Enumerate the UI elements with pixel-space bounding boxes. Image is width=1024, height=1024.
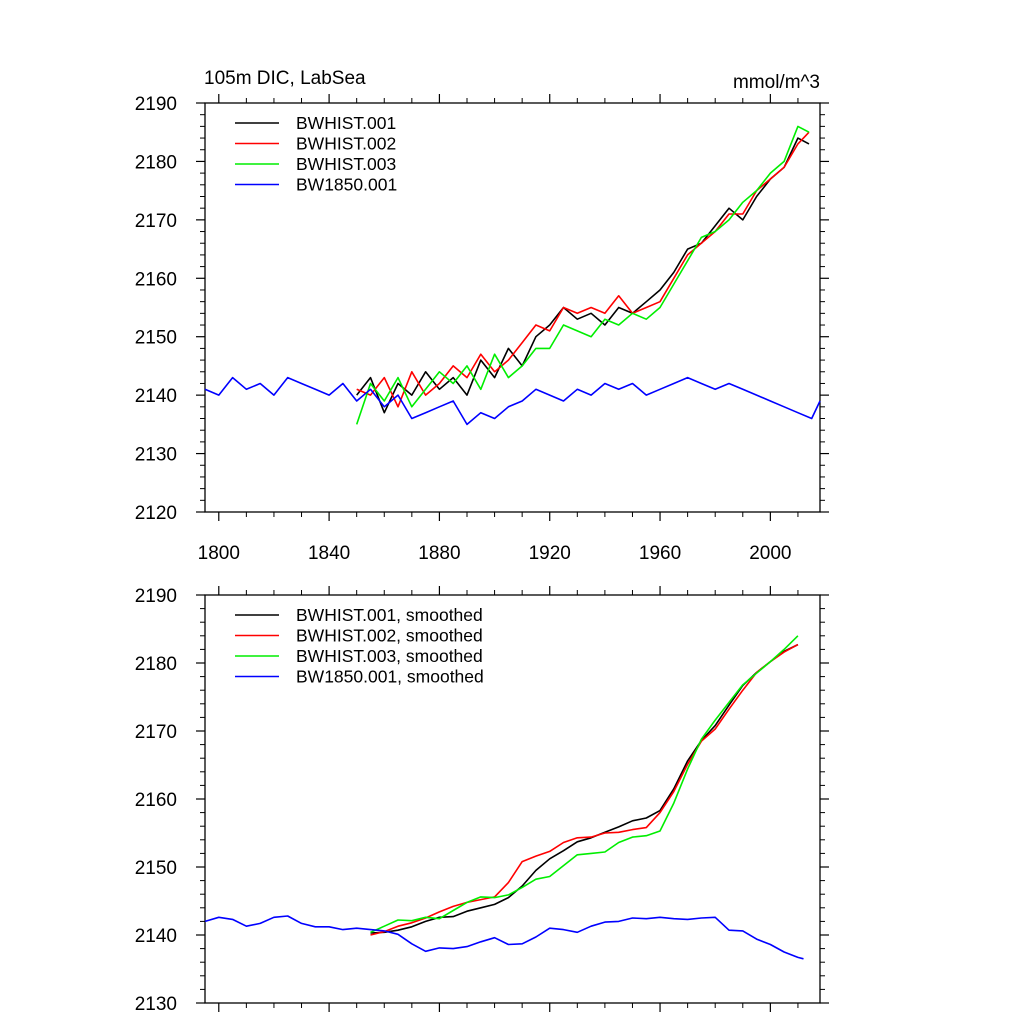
y-tick-label: 2130 <box>135 445 177 466</box>
series-line-4 <box>204 915 804 960</box>
x-tick-label: 2000 <box>749 543 791 564</box>
series-line-2 <box>356 131 810 408</box>
x-tick-label: 1800 <box>198 543 240 564</box>
y-tick-label: 2120 <box>135 503 177 524</box>
y-tick-label: 2150 <box>135 858 177 879</box>
y-tick-label: 2160 <box>135 790 177 811</box>
legend-label-4: BW1850.001, smoothed <box>296 667 484 687</box>
legend-label-2: BWHIST.002 <box>296 134 396 154</box>
y-tick-label: 2140 <box>135 926 177 947</box>
y-tick-label: 2190 <box>135 94 177 115</box>
legend-label-1: BWHIST.001, smoothed <box>296 605 483 625</box>
y-tick-label: 2170 <box>135 211 177 232</box>
y-tick-label: 2140 <box>135 386 177 407</box>
x-tick-label: 1840 <box>308 543 350 564</box>
chart-title: 105m DIC, LabSea <box>204 68 366 89</box>
series-line-3 <box>370 635 799 934</box>
legend-label-2: BWHIST.002, smoothed <box>296 626 483 646</box>
series-line-1 <box>356 137 810 414</box>
legend-label-3: BWHIST.003 <box>296 154 396 174</box>
x-tick-label: 1960 <box>639 543 681 564</box>
bottom-panel: 2130 2140 2150 2160 2170 2180 2190 BWHIST.001, … <box>135 586 829 1015</box>
plot-frame <box>204 102 821 513</box>
y-tick-label: 2160 <box>135 269 177 290</box>
y-tick-label: 2130 <box>135 994 177 1015</box>
legend-label-3: BWHIST.003, smoothed <box>296 646 483 666</box>
legend-label-1: BWHIST.001 <box>296 113 396 133</box>
top-panel: 2120 2130 2140 2150 2160 2170 2180 2190 1800 1840… <box>135 94 829 564</box>
chart-units: mmol/m^3 <box>733 72 820 93</box>
series-line-4 <box>204 376 821 426</box>
y-tick-label: 2180 <box>135 654 177 675</box>
legend-label-4: BW1850.001 <box>296 175 397 195</box>
series-line-2 <box>370 643 799 936</box>
y-tick-label: 2150 <box>135 328 177 349</box>
series-line-1 <box>370 643 799 934</box>
series-line-3 <box>355 125 810 425</box>
y-tick-label: 2190 <box>135 586 177 607</box>
x-tick-label: 1880 <box>418 543 460 564</box>
x-tick-label: 1920 <box>529 543 571 564</box>
y-tick-label: 2180 <box>135 152 177 173</box>
y-tick-label: 2170 <box>135 722 177 743</box>
